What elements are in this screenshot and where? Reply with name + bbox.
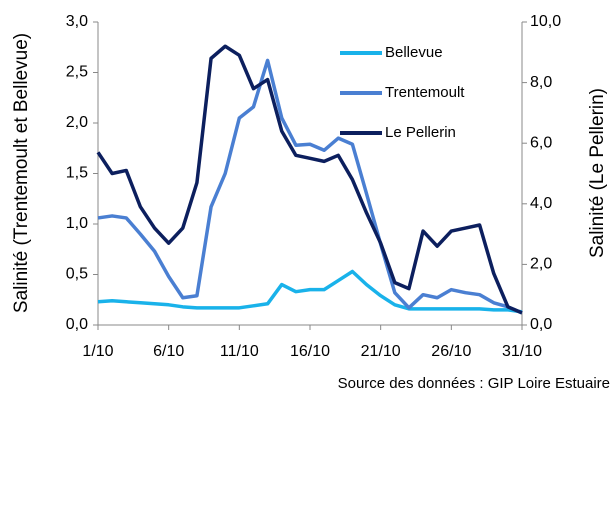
series-line — [96, 44, 523, 315]
y-axis-title: Salinité (Trentemoult et Bellevue) — [11, 33, 32, 313]
y2-tick-label: 6,0 — [530, 134, 552, 151]
series-line — [97, 269, 523, 314]
y-tick-label: 1,5 — [66, 165, 88, 182]
legend-label: Le Pellerin — [385, 124, 456, 141]
legend-label: Bellevue — [385, 44, 443, 61]
y-tick-label: 3,0 — [66, 13, 88, 30]
y-tick-label: 0,0 — [66, 316, 88, 333]
x-tick-label: 31/10 — [502, 343, 542, 360]
y2-tick-label: 0,0 — [530, 316, 552, 333]
y2-tick-label: 8,0 — [530, 74, 552, 91]
legend-label: Trentemoult — [385, 84, 465, 101]
y2-tick-label: 2,0 — [530, 256, 552, 273]
y-tick-label: 1,0 — [66, 215, 88, 232]
x-tick-label: 11/10 — [220, 343, 259, 360]
x-tick-label: 6/10 — [153, 343, 184, 360]
source: Source des données : GIP Loire Estuaire — [338, 375, 610, 392]
y2-axis-title: Salinité (Le Pellerin) — [587, 88, 608, 258]
y2-tick-label: 10,0 — [530, 13, 561, 30]
y-tick-label: 2,0 — [66, 114, 88, 131]
x-tick-label: 26/10 — [431, 343, 471, 360]
y2-tick-label: 4,0 — [530, 195, 552, 212]
y-tick-label: 0,5 — [66, 266, 88, 283]
x-tick-label: 1/10 — [82, 343, 113, 360]
series-line — [97, 58, 523, 315]
x-tick-label: 21/10 — [361, 343, 401, 360]
x-tick-label: 16/10 — [290, 343, 330, 360]
y-tick-label: 2,5 — [66, 64, 88, 81]
